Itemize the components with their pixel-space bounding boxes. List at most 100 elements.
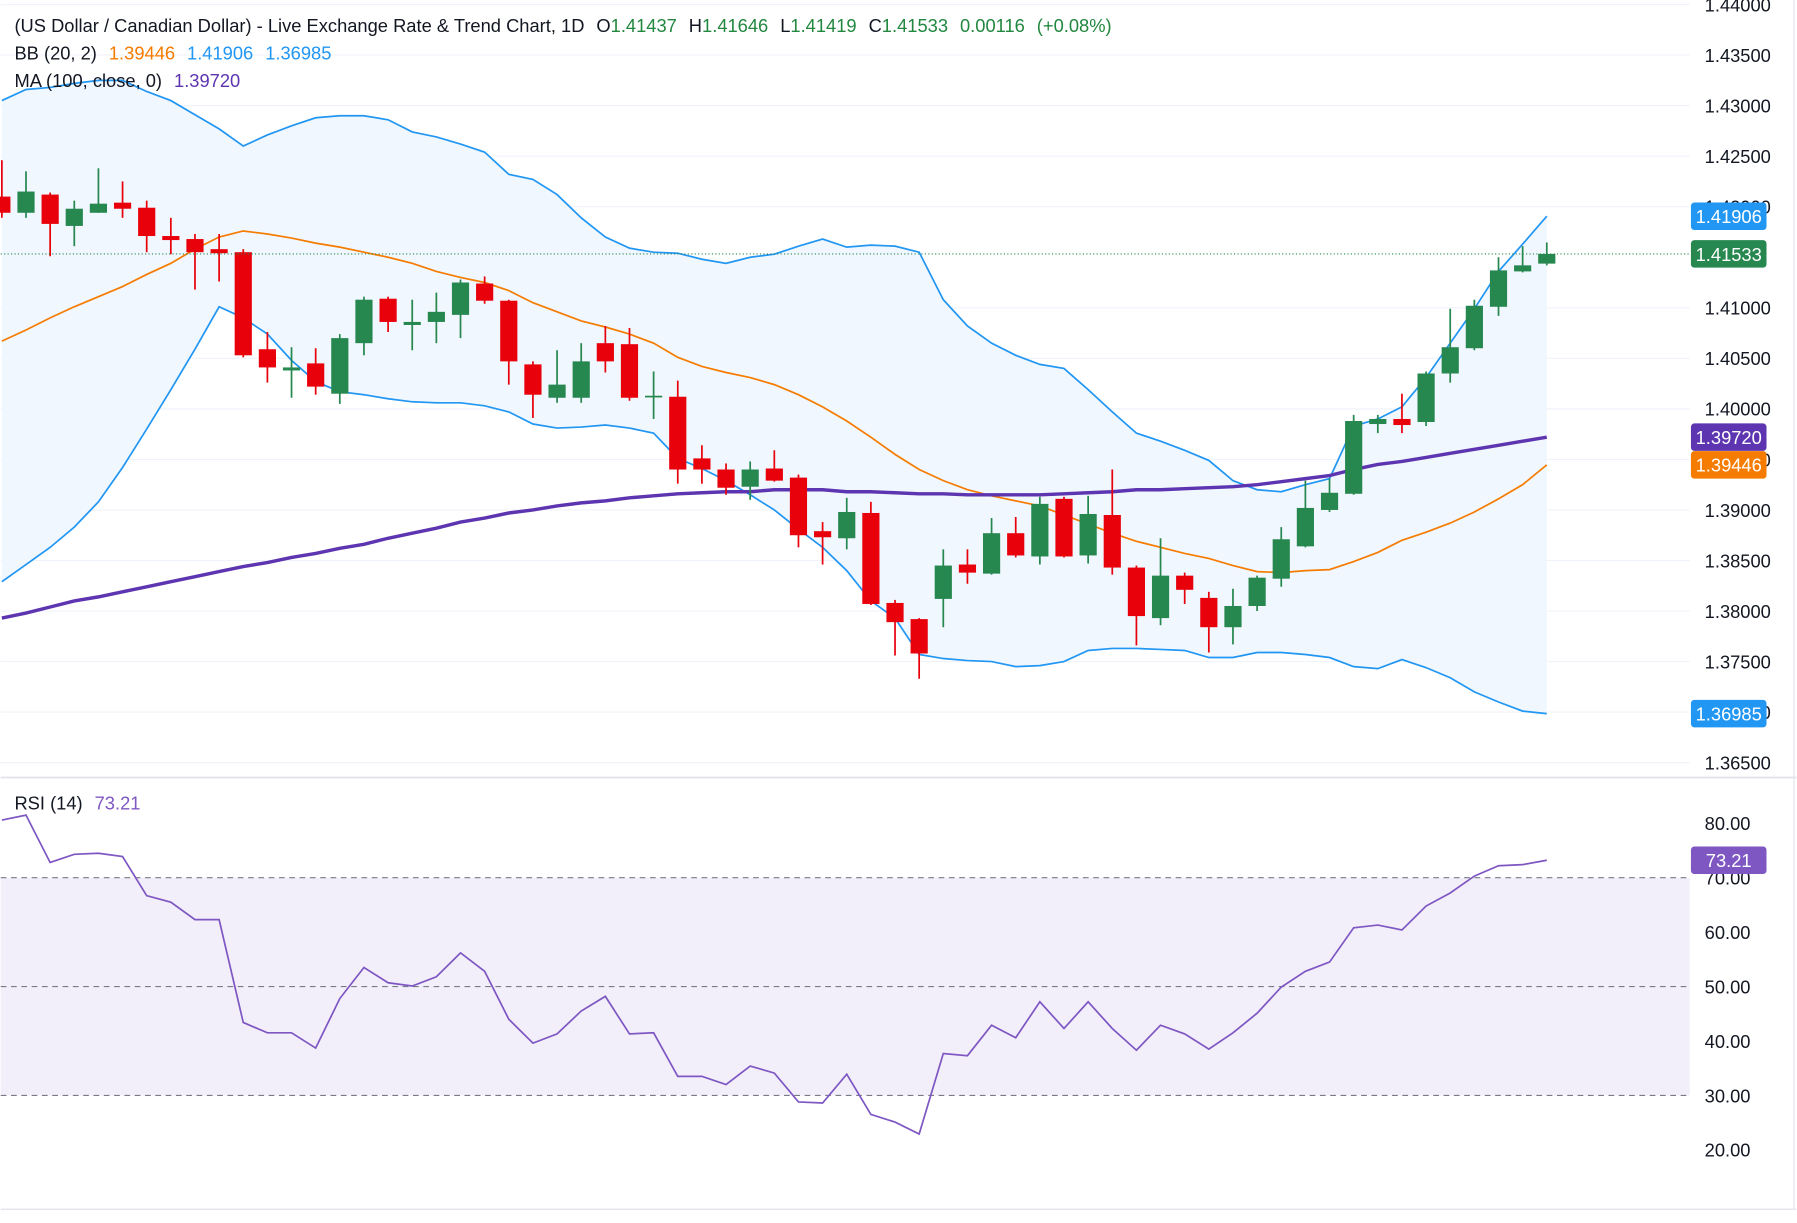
- y-tick-label: 50.00: [1705, 976, 1751, 997]
- candle-body: [234, 252, 252, 356]
- labels-layer: 1.365001.370001.375001.380001.385001.390…: [1690, 0, 1771, 1161]
- candle-body: [379, 298, 397, 322]
- candle-body: [765, 468, 783, 481]
- y-tick-label: 1.38000: [1705, 601, 1771, 622]
- candle-body: [1345, 421, 1363, 494]
- candle-body: [1176, 575, 1194, 590]
- close-value: 1.41533: [882, 15, 948, 36]
- value-badge: [1690, 423, 1767, 451]
- band-line: [1, 305, 1547, 715]
- change-percent: (+0.08%): [1037, 15, 1112, 36]
- candle-body: [1224, 605, 1242, 628]
- y-tick-label: 1.37500: [1705, 651, 1771, 672]
- open-value: 1.41437: [611, 15, 677, 36]
- candle-body: [427, 311, 445, 322]
- candle-body: [138, 207, 156, 237]
- candle-body: [1441, 347, 1459, 374]
- bb-basis-value: 1.39446: [109, 43, 175, 64]
- header-line-1: (US Dollar / Canadian Dollar) - Live Exc…: [14, 15, 1111, 36]
- candle-body: [1248, 577, 1266, 606]
- chart-title: (US Dollar / Canadian Dollar) - Live Exc…: [14, 15, 584, 36]
- y-tick-label: 30.00: [1705, 1085, 1751, 1106]
- candle-body: [1272, 539, 1290, 579]
- candle-body: [331, 338, 349, 394]
- candle-body: [982, 533, 1001, 574]
- close-label: C: [869, 15, 882, 36]
- candle-body: [838, 511, 856, 539]
- value-badge: [1690, 699, 1767, 728]
- candle-body: [741, 469, 759, 487]
- candle-body: [1127, 567, 1146, 617]
- value-badge-label: 1.39446: [1696, 455, 1762, 476]
- bb-upper-value: 1.41906: [187, 43, 253, 64]
- y-tick-label: 40.00: [1705, 1031, 1751, 1052]
- candle-body: [210, 249, 228, 254]
- candle-body: [258, 349, 276, 368]
- candle-body: [548, 384, 566, 398]
- candle-body: [1151, 575, 1170, 619]
- candle-body: [1369, 418, 1387, 425]
- candle-body: [1200, 597, 1218, 628]
- ma-name: MA (100, close, 0): [14, 70, 162, 91]
- y-tick-label: 60.00: [1705, 922, 1751, 943]
- y-tick-label: 1.40000: [1705, 399, 1771, 420]
- bb-lower-value: 1.36985: [265, 43, 331, 64]
- change-value: 0.00116: [960, 15, 1025, 36]
- y-tick-label: 1.43500: [1705, 45, 1771, 66]
- bb-name: BB (20, 2): [14, 43, 96, 64]
- rsi-title: RSI (14): [14, 793, 82, 814]
- y-tick-label: 1.43000: [1705, 95, 1771, 116]
- band-fill: [1, 80, 1547, 714]
- low-label: L: [780, 15, 790, 36]
- candle-body: [1417, 373, 1435, 423]
- y-tick-label: 1.44000: [1705, 0, 1771, 15]
- candle-body: [500, 300, 518, 362]
- candle-body: [355, 299, 373, 344]
- rsi-value: 73.21: [95, 793, 141, 814]
- rsi-line: [1, 814, 1547, 1136]
- candle-body: [17, 191, 35, 213]
- value-badge: [1690, 846, 1767, 875]
- value-badge-label: 73.21: [1706, 850, 1752, 871]
- candle-body: [645, 395, 663, 398]
- value-badge: [1690, 451, 1767, 479]
- value-badge-label: 1.41906: [1696, 206, 1762, 227]
- candle-body: [89, 203, 108, 213]
- candle-body: [669, 396, 687, 470]
- high-label: H: [689, 15, 702, 36]
- value-badge: [1690, 202, 1767, 230]
- y-tick-label: 1.36500: [1705, 753, 1771, 774]
- candle-body: [1007, 533, 1025, 556]
- candle-body: [958, 564, 977, 573]
- candle-body: [186, 239, 204, 253]
- candle-body: [910, 619, 928, 654]
- candle-body: [451, 282, 470, 315]
- rsi-header: RSI (14) 73.21: [14, 793, 140, 814]
- candle-body: [1296, 507, 1314, 547]
- candle-body: [1538, 253, 1556, 264]
- candle-body: [1465, 305, 1483, 349]
- y-tick-label: 1.41000: [1705, 298, 1771, 319]
- candle-body: [307, 363, 325, 387]
- candle-body: [886, 602, 904, 623]
- candle-body: [524, 364, 542, 395]
- y-tick-label: 80.00: [1705, 813, 1751, 834]
- candle-body: [620, 344, 639, 398]
- ma-line: [1, 435, 1548, 620]
- ma-value: 1.39720: [174, 70, 240, 91]
- candle-body: [789, 477, 808, 536]
- candle-body: [1103, 515, 1121, 568]
- candle-body: [1031, 503, 1049, 557]
- candle-body: [1079, 513, 1097, 556]
- marks-layer: [0, 79, 1690, 1136]
- candle-body: [934, 565, 952, 599]
- y-tick-label: 1.40500: [1705, 348, 1771, 369]
- candle-body: [113, 202, 132, 209]
- candle-body: [1055, 498, 1073, 557]
- candle-body: [717, 469, 735, 488]
- candle-body: [572, 361, 590, 398]
- y-tick-label: 1.38500: [1705, 550, 1771, 571]
- candle-body: [162, 236, 180, 241]
- y-tick-label: 1.39000: [1705, 500, 1771, 521]
